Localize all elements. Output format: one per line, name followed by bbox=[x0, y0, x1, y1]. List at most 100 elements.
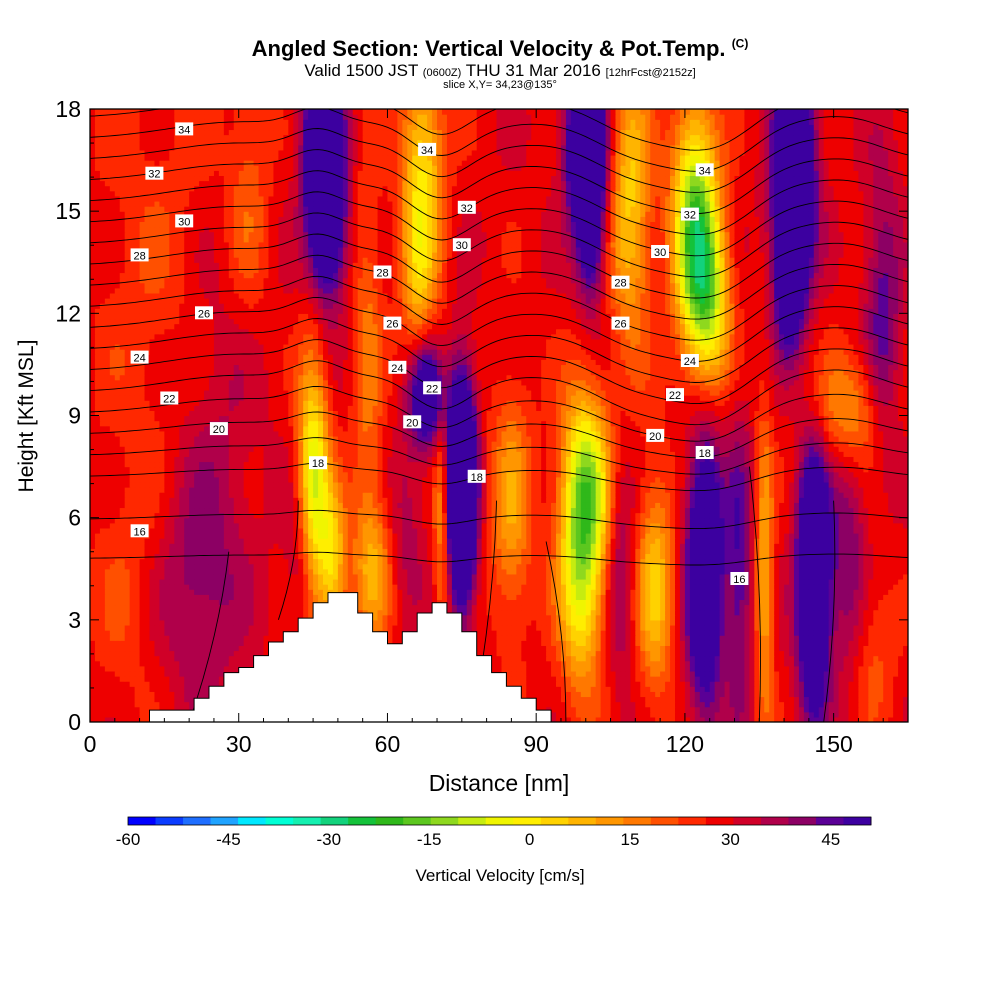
velocity-cell bbox=[883, 650, 889, 657]
velocity-cell bbox=[883, 609, 889, 616]
velocity-cell bbox=[575, 630, 582, 636]
velocity-cell bbox=[888, 635, 894, 641]
velocity-cell bbox=[878, 660, 884, 667]
velocity-cell bbox=[660, 635, 666, 641]
velocity-cell bbox=[243, 640, 250, 646]
velocity-cell bbox=[699, 670, 706, 677]
velocity-cell bbox=[536, 676, 542, 682]
velocity-cell bbox=[357, 599, 364, 606]
velocity-cell bbox=[575, 589, 582, 595]
velocity-cell bbox=[699, 604, 706, 611]
velocity-cell bbox=[769, 660, 775, 667]
velocity-cell bbox=[144, 701, 151, 708]
velocity-cell bbox=[838, 686, 845, 692]
velocity-cell bbox=[218, 665, 225, 672]
velocity-cell bbox=[789, 691, 795, 698]
velocity-cell bbox=[159, 670, 165, 677]
velocity-cell bbox=[565, 635, 572, 641]
velocity-cell bbox=[893, 609, 899, 616]
velocity-cell bbox=[248, 604, 255, 611]
velocity-cell bbox=[575, 696, 582, 703]
velocity-cell bbox=[813, 696, 820, 703]
velocity-cell bbox=[486, 640, 493, 646]
velocity-cell bbox=[466, 594, 473, 600]
velocity-cell bbox=[560, 681, 567, 687]
velocity-cell bbox=[129, 578, 136, 585]
velocity-cell bbox=[858, 584, 864, 590]
velocity-cell bbox=[724, 573, 731, 580]
velocity-cell bbox=[754, 655, 760, 662]
velocity-cell bbox=[263, 573, 270, 580]
velocity-cell bbox=[823, 716, 830, 722]
velocity-cell bbox=[655, 706, 661, 713]
velocity-cell bbox=[565, 696, 572, 703]
velocity-cell bbox=[99, 645, 106, 652]
velocity-cell bbox=[134, 676, 141, 682]
velocity-cell bbox=[546, 635, 552, 641]
valid-time-text: Valid 1500 JST bbox=[304, 61, 418, 80]
velocity-cell bbox=[392, 578, 398, 585]
velocity-cell bbox=[159, 655, 165, 662]
velocity-cell bbox=[734, 584, 741, 590]
velocity-cell bbox=[863, 711, 869, 718]
velocity-cell bbox=[491, 655, 498, 662]
velocity-cell bbox=[149, 696, 156, 703]
velocity-cell bbox=[744, 696, 750, 703]
velocity-cell bbox=[164, 701, 170, 708]
velocity-cell bbox=[560, 676, 567, 682]
velocity-cell bbox=[174, 670, 180, 677]
velocity-cell bbox=[610, 578, 617, 585]
velocity-cell bbox=[823, 599, 830, 606]
velocity-cell bbox=[94, 635, 101, 641]
velocity-cell bbox=[903, 676, 908, 682]
velocity-cell bbox=[888, 655, 894, 662]
velocity-cell bbox=[793, 686, 800, 692]
velocity-cell bbox=[610, 614, 617, 621]
velocity-cell bbox=[531, 584, 537, 590]
velocity-cell bbox=[694, 711, 701, 718]
velocity-cell bbox=[94, 624, 101, 631]
velocity-cell bbox=[323, 584, 329, 590]
velocity-cell bbox=[823, 655, 830, 662]
velocity-cell bbox=[208, 681, 215, 687]
velocity-cell bbox=[610, 701, 617, 708]
velocity-cell bbox=[843, 691, 850, 698]
velocity-cell bbox=[655, 635, 661, 641]
velocity-cell bbox=[630, 599, 636, 606]
velocity-cell bbox=[496, 635, 503, 641]
velocity-cell bbox=[818, 640, 825, 646]
velocity-cell bbox=[248, 614, 255, 621]
velocity-cell bbox=[531, 619, 537, 626]
velocity-cell bbox=[729, 635, 736, 641]
velocity-cell bbox=[516, 594, 522, 600]
velocity-cell bbox=[511, 614, 517, 621]
velocity-cell bbox=[848, 711, 855, 718]
velocity-cell bbox=[303, 599, 309, 606]
velocity-cell bbox=[635, 640, 641, 646]
velocity-cell bbox=[655, 660, 661, 667]
velocity-cell bbox=[823, 584, 830, 590]
velocity-cell bbox=[679, 696, 686, 703]
velocity-cell bbox=[154, 670, 161, 677]
velocity-cell bbox=[863, 655, 869, 662]
velocity-cell bbox=[99, 691, 106, 698]
velocity-cell bbox=[134, 711, 141, 718]
velocity-cell bbox=[580, 645, 587, 652]
velocity-cell bbox=[367, 578, 374, 585]
velocity-cell bbox=[694, 676, 701, 682]
velocity-cell bbox=[278, 614, 284, 621]
velocity-cell bbox=[223, 640, 230, 646]
velocity-cell bbox=[208, 670, 215, 677]
velocity-cell bbox=[784, 568, 790, 575]
velocity-cell bbox=[684, 665, 691, 672]
velocity-cell bbox=[615, 655, 622, 662]
velocity-cell bbox=[655, 640, 661, 646]
velocity-cell bbox=[94, 599, 101, 606]
velocity-cell bbox=[273, 578, 279, 585]
velocity-cell bbox=[213, 578, 220, 585]
velocity-cell bbox=[179, 660, 185, 667]
velocity-cell bbox=[184, 676, 190, 682]
velocity-cell bbox=[565, 665, 572, 672]
velocity-cell bbox=[590, 630, 597, 636]
velocity-cell bbox=[536, 655, 542, 662]
